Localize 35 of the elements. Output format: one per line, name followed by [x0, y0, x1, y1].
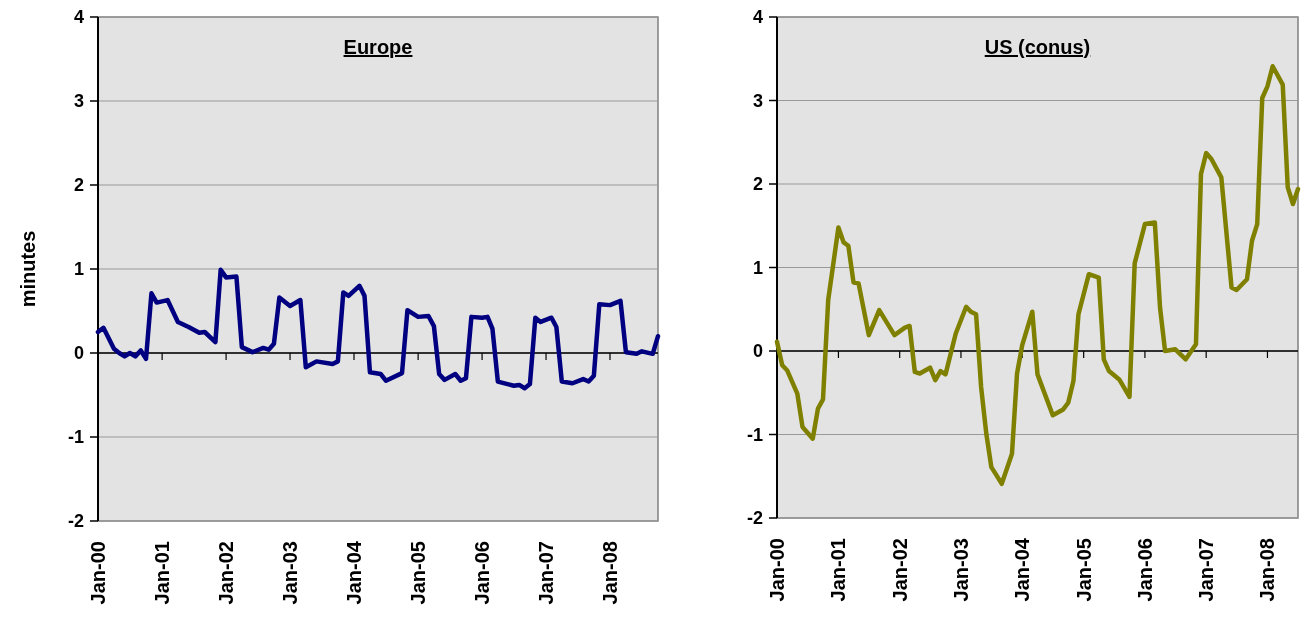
y-tick-label: 2	[73, 175, 84, 195]
x-tick-label: Jan-07	[1195, 538, 1218, 602]
x-tick-label: Jan-00	[87, 541, 109, 605]
x-tick-label: Jan-03	[949, 538, 972, 602]
x-tick-label: Jan-05	[1072, 538, 1095, 602]
y-tick-label: 0	[73, 343, 84, 363]
y-tick-label: -1	[67, 427, 84, 447]
x-tick-label: Jan-06	[471, 541, 494, 605]
y-tick-label: 1	[73, 259, 84, 279]
y-tick-label: 0	[752, 341, 763, 361]
x-tick-label: Jan-05	[407, 541, 430, 605]
x-tick-label: Jan-07	[535, 541, 558, 605]
x-tick-label: Jan-03	[279, 541, 302, 605]
y-tick-label: 3	[73, 91, 84, 111]
y-axis-title: minutes	[17, 230, 39, 308]
x-tick-label: Jan-04	[342, 540, 365, 605]
x-tick-label: Jan-01	[827, 538, 850, 602]
y-tick-label: 3	[752, 90, 763, 111]
x-tick-label: Jan-02	[888, 538, 911, 602]
x-tick-label: Jan-06	[1133, 538, 1156, 602]
y-tick-label: 4	[73, 7, 84, 27]
x-tick-label: Jan-08	[598, 541, 621, 605]
x-tick-label: Jan-08	[1256, 538, 1279, 602]
text: Europe	[343, 36, 413, 58]
y-tick-label: -2	[746, 508, 763, 528]
y-tick-label: 4	[752, 7, 763, 27]
y-tick-label: 1	[752, 257, 763, 278]
x-tick-label: Jan-02	[215, 541, 238, 605]
y-tick-label: -1	[746, 424, 763, 445]
y-tick-label: -2	[67, 511, 84, 531]
text: US (conus)	[984, 36, 1091, 58]
x-tick-label: Jan-00	[766, 538, 788, 602]
x-tick-label: Jan-04	[1011, 537, 1034, 602]
x-tick-label: Jan-01	[151, 541, 174, 605]
y-tick-label: 2	[752, 174, 763, 194]
